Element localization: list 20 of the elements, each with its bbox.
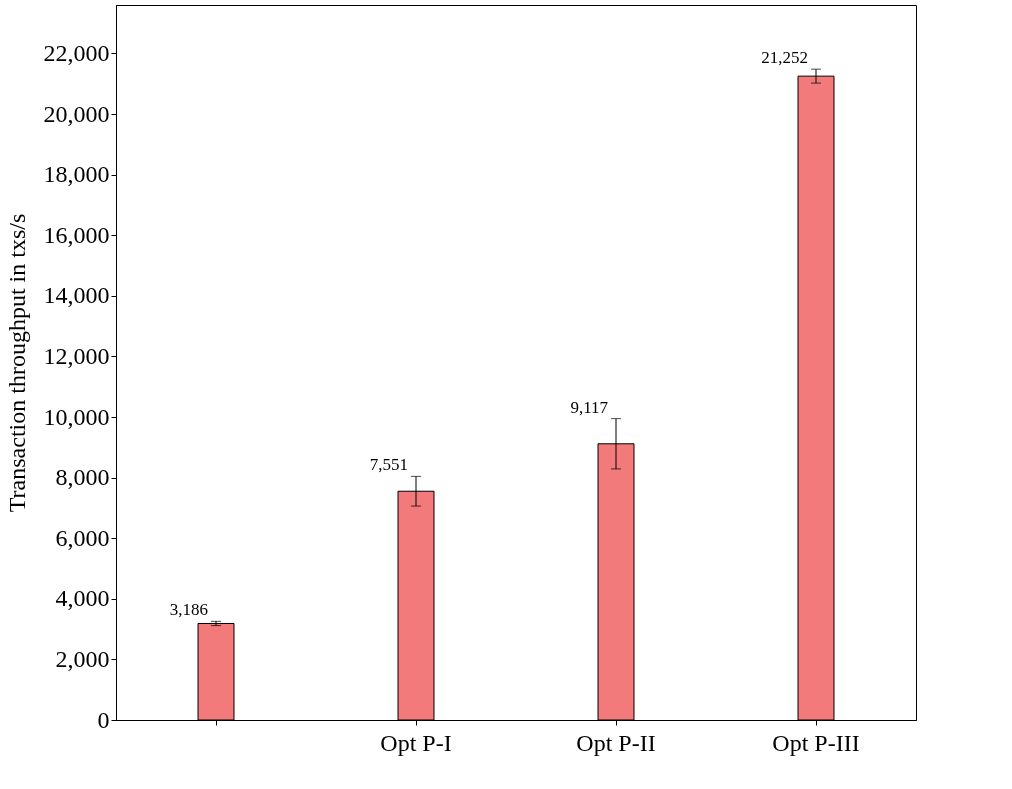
y-tick-label: 4,000 [55, 585, 110, 612]
y-tick-label: 20,000 [43, 100, 110, 127]
y-tick-label: 12,000 [43, 342, 110, 369]
y-tick-label: 6,000 [55, 524, 110, 551]
y-tick-label: 0 [97, 706, 110, 733]
data-label: 9,117 [570, 397, 609, 417]
y-tick-label: 8,000 [55, 464, 110, 491]
y-axis-title: Transaction throughput in txs/s [3, 213, 30, 513]
data-label: 21,252 [761, 48, 808, 68]
y-tick-label: 14,000 [43, 282, 110, 309]
y-tick-label: 22,000 [43, 39, 110, 66]
x-tick-label: Opt P-I [380, 729, 452, 756]
y-tick-label: 2,000 [55, 645, 110, 672]
y-tick-label: 16,000 [43, 221, 110, 248]
x-tick-label: Opt P-III [772, 729, 860, 756]
y-tick-label: 18,000 [43, 161, 110, 188]
data-label: 3,186 [169, 600, 208, 620]
x-tick-label: Opt P-II [576, 729, 656, 756]
data-label: 7,551 [369, 455, 408, 475]
y-tick-label: 10,000 [43, 403, 110, 430]
